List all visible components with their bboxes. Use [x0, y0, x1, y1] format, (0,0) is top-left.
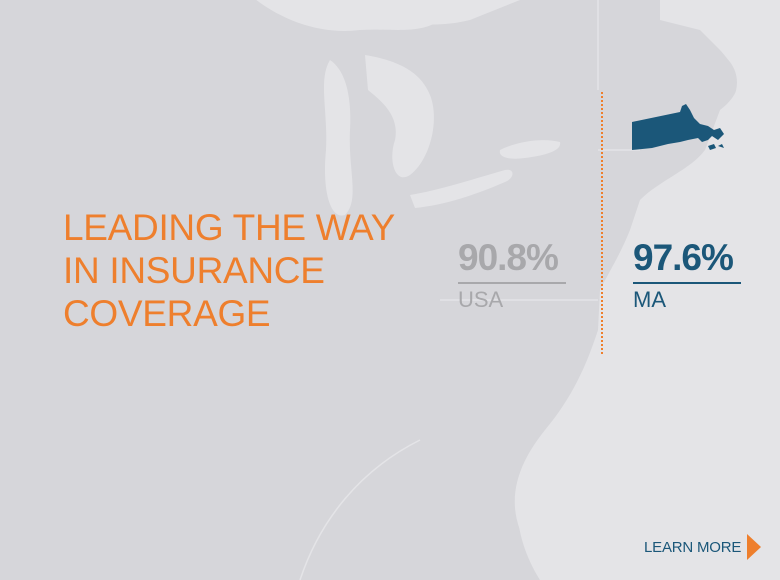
ma-stat: 97.6% MA: [633, 237, 745, 313]
arrow-right-icon: [747, 534, 762, 560]
headline-line-3: COVERAGE: [63, 293, 271, 334]
lake-huron: [365, 55, 434, 178]
lake-erie: [410, 169, 513, 208]
ma-stat-value: 97.6%: [633, 237, 734, 278]
usa-stat-value: 90.8%: [458, 237, 559, 278]
ma-stat-underline: [633, 282, 741, 284]
headline: LEADING THE WAY IN INSURANCE COVERAGE: [63, 206, 443, 335]
massachusetts-map-icon: [632, 104, 724, 150]
usa-stat: 90.8% USA: [458, 237, 570, 313]
headline-line-1: LEADING THE WAY: [63, 207, 395, 248]
ma-stat-label: MA: [633, 287, 666, 312]
headline-line-2: IN INSURANCE: [63, 250, 325, 291]
dotted-divider: [601, 92, 603, 354]
learn-more-label: LEARN MORE: [644, 538, 742, 556]
usa-stat-underline: [458, 282, 566, 284]
usa-stat-label: USA: [458, 287, 504, 312]
lake-michigan: [323, 60, 353, 216]
lake-ontario: [499, 140, 561, 159]
state-border: [299, 0, 640, 580]
lake-superior: [256, 0, 444, 31]
learn-more-link[interactable]: LEARN MORE: [644, 534, 762, 560]
